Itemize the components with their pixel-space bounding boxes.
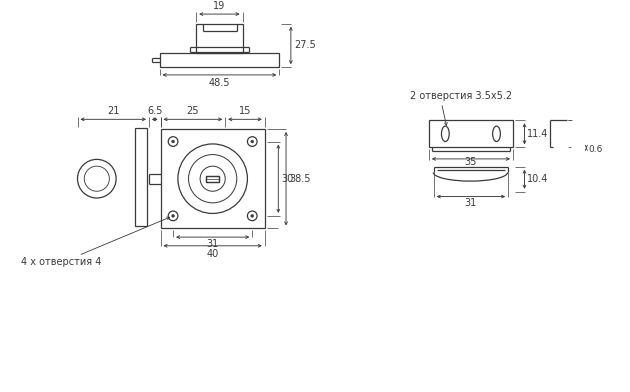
Text: 6.5: 6.5: [147, 106, 163, 116]
Circle shape: [171, 214, 175, 217]
Text: 40: 40: [207, 249, 219, 259]
Bar: [197, 24, 243, 53]
Text: 35: 35: [465, 157, 477, 167]
Text: 38.5: 38.5: [289, 174, 311, 184]
Text: 48.5: 48.5: [209, 78, 230, 88]
Text: 10.4: 10.4: [527, 174, 549, 184]
Text: 31: 31: [465, 198, 477, 209]
Text: 2 отверстия 3.5х5.2: 2 отверстия 3.5х5.2: [410, 91, 512, 101]
Text: 0.6: 0.6: [588, 145, 602, 154]
Bar: [135, 128, 147, 227]
Text: 27.5: 27.5: [294, 40, 316, 51]
Text: 25: 25: [186, 106, 199, 116]
Text: 11.4: 11.4: [527, 129, 549, 139]
Bar: [161, 129, 265, 229]
Circle shape: [251, 140, 254, 143]
Circle shape: [171, 140, 175, 143]
Bar: [159, 53, 279, 67]
Text: 15: 15: [239, 106, 251, 116]
Text: 30: 30: [281, 174, 294, 184]
Text: 4 х отверстия 4: 4 х отверстия 4: [21, 258, 101, 267]
Bar: [206, 176, 219, 181]
Text: 31: 31: [207, 239, 219, 249]
Bar: [429, 120, 513, 147]
Text: 19: 19: [214, 1, 226, 11]
Text: 21: 21: [107, 106, 120, 116]
Circle shape: [251, 214, 254, 217]
Bar: [206, 176, 219, 181]
